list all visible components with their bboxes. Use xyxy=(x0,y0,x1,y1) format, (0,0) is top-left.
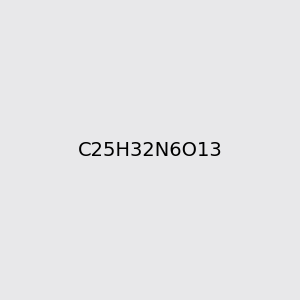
Text: C25H32N6O13: C25H32N6O13 xyxy=(78,140,222,160)
